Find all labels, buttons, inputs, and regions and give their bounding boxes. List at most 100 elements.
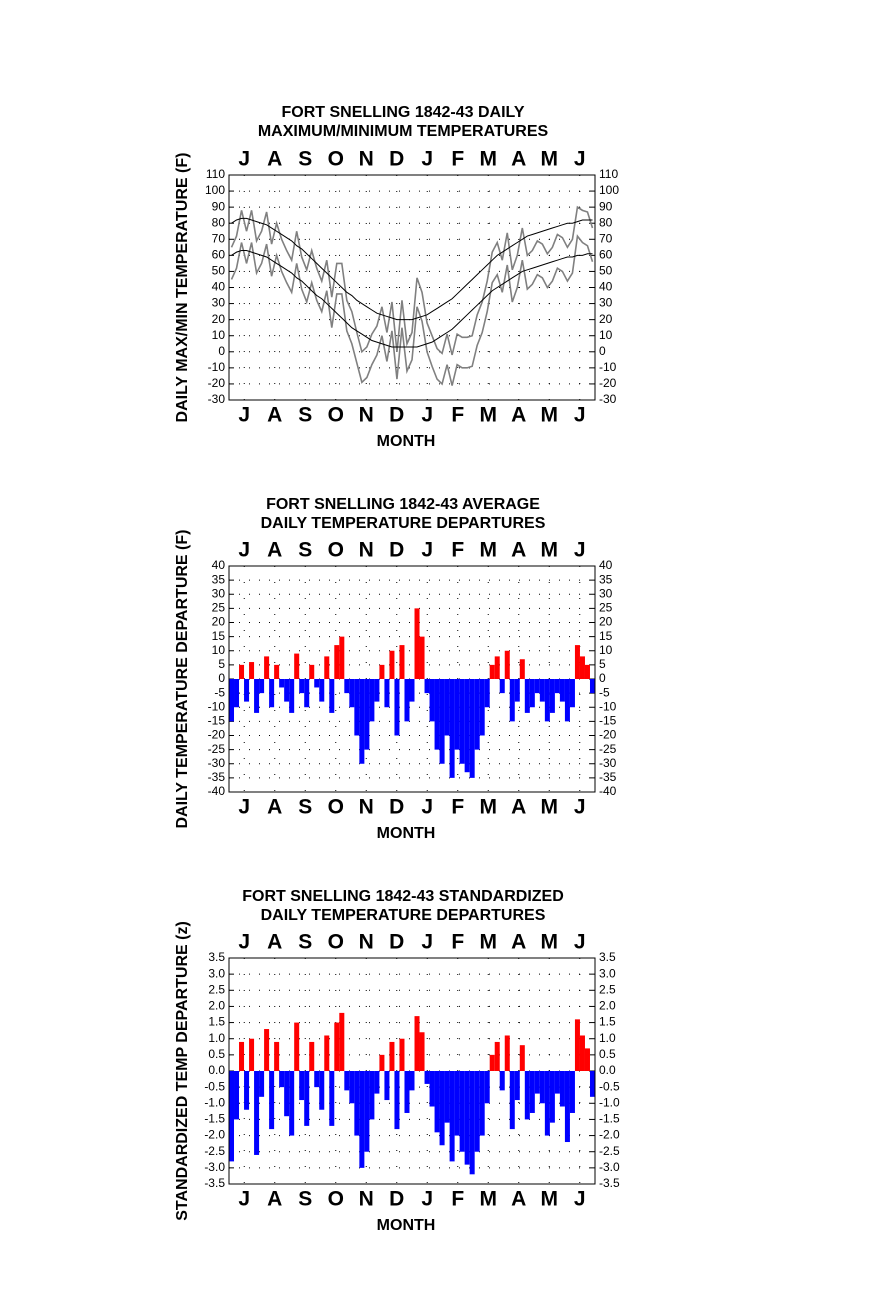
month-label-bottom: S [298, 1188, 312, 1211]
departure-bar [414, 608, 420, 679]
departure-bar [489, 664, 495, 679]
month-label-bottom: A [511, 1188, 526, 1211]
departure-bar [479, 1071, 485, 1136]
month-label-top: D [389, 931, 404, 954]
departure-bar [389, 650, 395, 679]
departure-bar [244, 679, 250, 702]
departure-bar [364, 679, 370, 750]
y-tick-label-right: -3.5 [599, 1176, 620, 1190]
month-label-top: O [328, 539, 344, 562]
departure-bar [329, 679, 335, 713]
x-axis-label: MONTH [377, 1217, 436, 1234]
y-tick-label: -25 [208, 742, 226, 756]
departure-bar [274, 664, 280, 679]
departure-bar [279, 1071, 285, 1088]
month-label-bottom: J [238, 404, 250, 427]
month-label-top: M [480, 539, 498, 562]
departure-bar [564, 679, 570, 722]
y-tick-label-right: -25 [599, 742, 617, 756]
departure-bar [554, 1071, 560, 1094]
month-label-top: J [421, 148, 433, 171]
departure-bar [259, 679, 265, 694]
y-tick-label: 0.0 [208, 1063, 225, 1077]
y-tick-label-right: 5 [599, 657, 606, 671]
departure-bar [569, 679, 575, 708]
departure-bar [284, 1071, 290, 1117]
y-tick-label-right: 30 [599, 586, 613, 600]
chart-title: FORT SNELLING 1842-43 STANDARDIZED [242, 888, 564, 905]
y-tick-label: 3.0 [208, 966, 225, 980]
y-axis-label: STANDARDIZED TEMP DEPARTURE (z) [174, 921, 191, 1221]
month-label-bottom: F [451, 1188, 464, 1211]
month-label-bottom: M [480, 404, 498, 427]
month-label-bottom: N [359, 1188, 374, 1211]
y-tick-label: -1.0 [204, 1095, 225, 1109]
month-label-bottom: S [298, 796, 312, 819]
departure-bar [254, 679, 260, 713]
departure-bar [284, 679, 290, 702]
departure-bar [589, 1071, 595, 1097]
month-label-top: J [421, 931, 433, 954]
departure-bar [579, 1035, 585, 1071]
departure-bar [379, 664, 385, 679]
departure-bar [339, 636, 345, 679]
chart-title: FORT SNELLING 1842-43 DAILY [281, 104, 524, 121]
departure-bar [574, 645, 580, 679]
y-tick-label-right: 110 [599, 167, 618, 181]
y-tick-label: -30 [208, 756, 226, 770]
plot-frame [228, 565, 596, 793]
departure-bar [434, 679, 440, 750]
departure-bar [394, 679, 400, 736]
y-tick-label: 15 [212, 629, 226, 643]
y-tick-label: 30 [212, 296, 226, 310]
y-tick-label-right: -5 [599, 685, 610, 699]
month-label-top: S [298, 931, 312, 954]
departure-bar [359, 679, 365, 764]
departure-bar [584, 664, 590, 679]
month-label-top: S [298, 148, 312, 171]
month-label-bottom: N [359, 796, 374, 819]
departure-bar [339, 1012, 345, 1071]
y-tick-label-right: 3.0 [599, 966, 616, 980]
departure-bar [444, 1071, 450, 1123]
y-tick-label-right: -15 [599, 714, 617, 728]
departure-bar [374, 679, 380, 702]
x-axis-label: MONTH [377, 825, 436, 842]
month-label-top: M [480, 931, 498, 954]
month-label-bottom: J [421, 1188, 433, 1211]
departure-bar [434, 1071, 440, 1133]
month-label-top: J [574, 931, 586, 954]
y-tick-label-right: 50 [599, 264, 613, 278]
y-tick-label-right: -2.0 [599, 1128, 620, 1142]
y-tick-label: 40 [212, 280, 226, 294]
departure-bar [359, 1071, 365, 1168]
departure-bar [269, 679, 275, 708]
departure-bar [519, 659, 525, 679]
y-tick-label: 20 [212, 312, 226, 326]
departure-bar [229, 1071, 235, 1162]
departure-bar [264, 1029, 270, 1071]
month-label-top: M [541, 148, 559, 171]
departure-bar [514, 1071, 520, 1101]
departure-bar [239, 1041, 245, 1071]
departure-bar [589, 679, 595, 694]
month-label-top: J [421, 539, 433, 562]
departure-bar [484, 1071, 490, 1104]
y-tick-label: 0.5 [208, 1047, 225, 1061]
departure-bar [569, 1071, 575, 1113]
departure-bar [474, 1071, 480, 1152]
departure-bar [354, 679, 360, 736]
departure-bar [429, 679, 435, 722]
month-label-top: J [238, 148, 250, 171]
departure-bar [354, 1071, 360, 1136]
month-label-bottom: J [574, 404, 586, 427]
y-tick-label: 50 [212, 264, 226, 278]
y-tick-label-right: -35 [599, 770, 617, 784]
departure-bar [564, 1071, 570, 1143]
departure-bar [444, 679, 450, 736]
departure-bar [449, 1071, 455, 1162]
y-tick-label-right: -40 [599, 784, 617, 798]
departure-bar [379, 1054, 385, 1071]
departure-bar [469, 1071, 475, 1175]
month-label-bottom: J [238, 1188, 250, 1211]
